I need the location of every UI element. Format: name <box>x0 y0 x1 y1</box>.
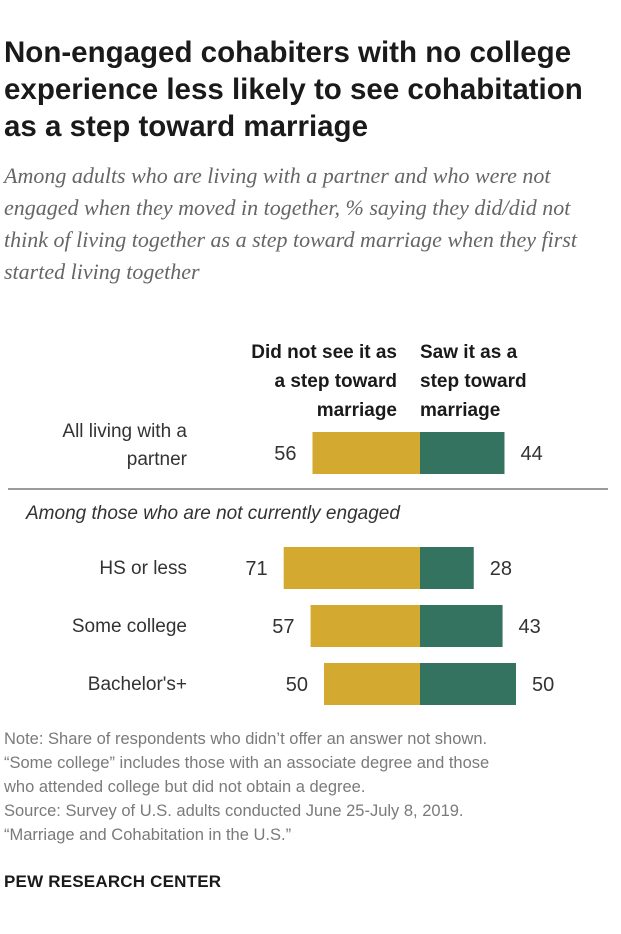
value-label-did-not-see: 57 <box>272 616 294 638</box>
section-label: Among those who are not currently engage… <box>26 503 400 524</box>
row-label-all-line: partner <box>126 449 187 470</box>
header-neg-line: a step toward <box>274 371 397 392</box>
brand-footer: PEW RESEARCH CENTER <box>4 872 222 891</box>
header-pos-line: marriage <box>420 400 501 421</box>
value-label-saw-it: 43 <box>519 616 541 638</box>
row-label-bachelors: Bachelor's+ <box>87 674 187 695</box>
value-label-did-not-see: 56 <box>274 443 296 465</box>
value-label-did-not-see: 50 <box>286 674 308 696</box>
bar-did-not-see <box>283 547 420 589</box>
value-label-did-not-see: 71 <box>245 558 267 580</box>
header-neg-line: Did not see it as <box>251 342 397 363</box>
header-pos-line: step toward <box>420 371 527 392</box>
note-line: “Some college” includes those with an as… <box>4 754 490 772</box>
bar-saw-it <box>420 663 516 705</box>
chart-title: Non-engaged cohabiters with no college e… <box>4 36 583 143</box>
bar-saw-it <box>420 432 505 474</box>
bar-saw-it <box>420 605 503 647</box>
value-label-saw-it: 44 <box>520 443 542 465</box>
section-divider <box>8 488 608 490</box>
note-block: Note: Share of respondents who didn’t of… <box>4 727 616 847</box>
value-label-saw-it: 28 <box>490 558 512 580</box>
header-saw-it: Saw it as a step toward marriage <box>420 338 527 425</box>
bar-saw-it <box>420 547 474 589</box>
bar-did-not-see <box>312 432 420 474</box>
note-line: who attended college but did not obtain … <box>4 778 366 796</box>
bar-did-not-see <box>324 663 420 705</box>
row-label-some-college: Some college <box>71 616 187 637</box>
chart-subtitle: Among adults who are living with a partn… <box>4 163 577 284</box>
header-neg-line: marriage <box>316 400 397 421</box>
note-line: “Marriage and Cohabitation in the U.S.” <box>4 826 292 844</box>
row-label-hs: HS or less <box>99 558 187 579</box>
note-line: Source: Survey of U.S. adults conducted … <box>4 802 464 820</box>
header-pos-line: Saw it as a <box>420 342 518 363</box>
note-line: Note: Share of respondents who didn’t of… <box>4 730 488 748</box>
row-label-all: All living with a partner <box>62 418 187 474</box>
row-label-all-line: All living with a <box>62 421 187 442</box>
value-label-saw-it: 50 <box>532 674 554 696</box>
header-did-not-see: Did not see it as a step toward marriage <box>251 338 397 425</box>
bar-did-not-see <box>310 605 420 647</box>
